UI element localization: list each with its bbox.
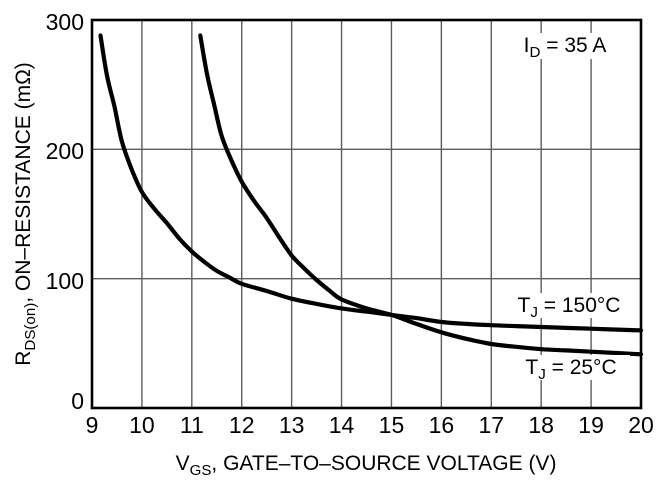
plot-frame — [90, 18, 643, 410]
x-tick-label: 11 — [179, 412, 204, 438]
x-tick-label: 10 — [129, 412, 155, 438]
y-tick-label: 300 — [45, 9, 84, 35]
curve-label-tj-150c: TJ = 150°C — [508, 293, 630, 320]
x-tick-label: 18 — [528, 412, 554, 438]
y-axis-title: RDS(on), ON–RESISTANCE (mΩ) — [12, 62, 40, 366]
x-tick-label: 14 — [328, 412, 355, 438]
curve-tj-150c — [98, 33, 644, 333]
x-tick-label: 15 — [378, 412, 405, 438]
curve-label-tj-25c: TJ = 25°C — [512, 355, 630, 382]
x-tick-label: 9 — [85, 412, 99, 438]
y-tick-label: 200 — [45, 138, 84, 165]
x-tick-label: 19 — [578, 412, 604, 438]
x-tick-label: 13 — [278, 412, 305, 438]
y-tick-label: 100 — [45, 267, 84, 294]
curve-tj-25c — [198, 33, 644, 357]
x-axis-title: VGS, GATE–TO–SOURCE VOLTAGE (V) — [175, 452, 557, 480]
x-tick-label: 17 — [478, 412, 505, 438]
x-tick-label: 20 — [628, 412, 654, 438]
x-tick-label: 12 — [228, 412, 255, 438]
y-tick-label: 0 — [71, 388, 84, 414]
x-tick-label: 16 — [428, 412, 455, 438]
annotation-drain-current: ID = 35 A — [506, 33, 624, 60]
